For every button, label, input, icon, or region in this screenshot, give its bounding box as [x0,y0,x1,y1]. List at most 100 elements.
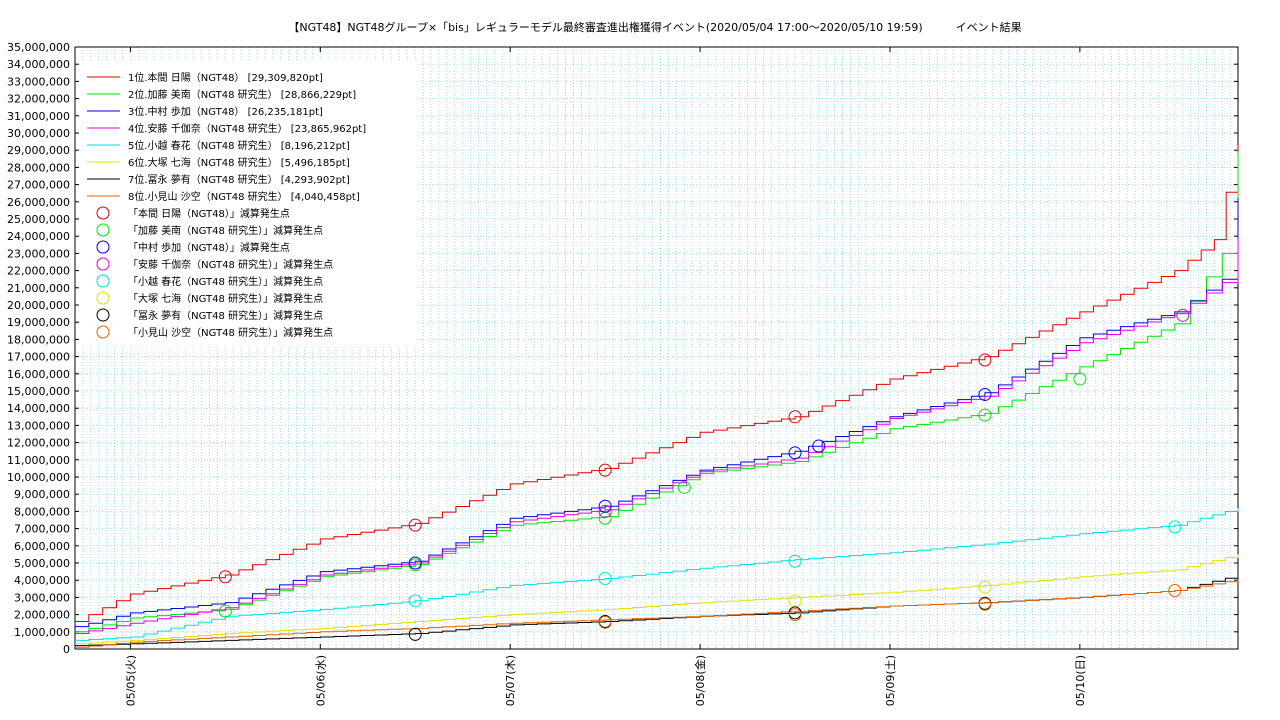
legend-label: 「中村 歩加（NGT48）」減算発生点 [128,241,290,254]
series-line-6 [75,554,1239,645]
y-tick-label: 17,000,000 [7,351,70,364]
y-tick-label: 8,000,000 [14,505,70,518]
y-tick-label: 19,000,000 [7,316,70,329]
y-tick-label: 20,000,000 [7,299,70,312]
drop-marker-2 [978,408,992,422]
y-tick-label: 27,000,000 [7,179,70,192]
y-tick-label: 16,000,000 [7,368,70,381]
x-tick-label: 05/07(木) [504,655,517,706]
drop-marker-3 [788,446,802,460]
legend-label: 「本間 日陽（NGT48）」減算発生点 [128,207,290,220]
legend-label: 2位.加藤 美南（NGT48 研究生） [28,866,229pt] [128,88,356,101]
grid [74,46,1238,650]
y-tick-label: 34,000,000 [7,58,70,71]
legend-swatch-marker [96,308,110,322]
drop-marker-5 [408,594,422,608]
drop-markers [218,308,1190,641]
legend-swatch-marker [96,240,110,254]
series-line-5 [75,508,1239,641]
drop-marker-1 [598,463,612,477]
y-tick-label: 3,000,000 [14,591,70,604]
drop-marker-8 [978,597,992,611]
y-tick-label: 6,000,000 [14,540,70,553]
y-tick-label: 28,000,000 [7,161,70,174]
y-tick-label: 30,000,000 [7,127,70,140]
y-tick-label: 0 [63,643,70,656]
legend-label: 3位.中村 歩加（NGT48） [26,235,181pt] [128,105,323,118]
y-tick-label: 13,000,000 [7,419,70,432]
y-tick-label: 24,000,000 [7,230,70,243]
axes: 0 1,000,000 2,000,000 3,000,000 4,000,000 5,0… [7,41,1239,706]
legend-swatch-marker [96,206,110,220]
drop-marker-1 [218,570,232,584]
legend-swatch-marker [96,257,110,271]
drop-marker-8 [1168,584,1182,598]
x-tick-label: 05/05(火) [124,655,137,706]
legend-label: 「小越 春花（NGT48 研究生）」減算発生点 [128,275,323,288]
legend-label: 6位.大塚 七海（NGT48 研究生） [5,496,185pt] [128,156,350,169]
y-tick-label: 5,000,000 [14,557,70,570]
y-tick-label: 18,000,000 [7,333,70,346]
y-tick-label: 21,000,000 [7,282,70,295]
y-tick-label: 1,000,000 [14,626,70,639]
drop-marker-4 [1176,308,1190,322]
y-tick-label: 35,000,000 [7,41,70,54]
chart-title: 【NGT48】NGT48グループ×「bis」レギュラーモデル最終審査進出権獲得イ… [288,20,1021,34]
series-line-1 [75,144,1239,622]
drop-marker-3 [812,439,826,453]
drop-marker-7 [408,627,422,641]
drop-marker-3 [598,499,612,513]
drop-marker-1 [788,410,802,424]
y-tick-label: 22,000,000 [7,265,70,278]
legend-label: 7位.冨永 夢有（NGT48 研究生） [4,293,902pt] [128,173,350,186]
x-tick-label: 05/08(金) [693,655,707,706]
series-lines [75,144,1239,648]
legend-label: 「安藤 千伽奈（NGT48 研究生）」減算発生点 [128,258,333,271]
y-tick-label: 2,000,000 [14,609,70,622]
drop-marker-1 [408,518,422,532]
drop-marker-2 [677,480,691,494]
legend-box [79,61,417,345]
y-tick-label: 14,000,000 [7,402,70,415]
y-tick-label: 10,000,000 [7,471,70,484]
drop-marker-4 [598,504,612,518]
drop-marker-5 [1168,520,1182,534]
y-tick-label: 26,000,000 [7,196,70,209]
x-tick-label: 05/06(水) [314,655,327,706]
y-tick-label: 4,000,000 [14,574,70,587]
legend-label: 1位.本間 日陽（NGT48） [29,309,820pt] [128,71,323,84]
plot-frame [74,46,1239,650]
legend-swatch-marker [96,274,110,288]
legend-swatch-marker [96,291,110,305]
drop-marker-8 [788,608,802,622]
legend-swatch-marker [96,223,110,237]
drop-marker-8 [598,615,612,629]
drop-marker-2 [218,604,232,618]
legend-label: 5位.小越 春花（NGT48 研究生） [8,196,212pt] [128,139,350,152]
y-tick-label: 7,000,000 [14,523,70,536]
drop-marker-1 [978,353,992,367]
legend-label: 「小見山 沙空（NGT48 研究生）」減算発生点 [128,326,333,339]
y-tick-label: 9,000,000 [14,488,70,501]
y-tick-label: 33,000,000 [7,75,70,88]
drop-marker-2 [1073,372,1087,386]
series-line-4 [75,238,1239,634]
legend-label: 8位.小見山 沙空（NGT48 研究生） [4,040,458pt] [128,190,360,203]
legend-label: 「大塚 七海（NGT48 研究生）」減算発生点 [128,292,323,305]
y-tick-label: 23,000,000 [7,247,70,260]
y-tick-label: 25,000,000 [7,213,70,226]
drop-marker-3 [978,387,992,401]
drop-marker-6 [978,580,992,594]
drop-marker-3 [408,556,422,570]
y-tick-label: 32,000,000 [7,93,70,106]
y-tick-label: 15,000,000 [7,385,70,398]
legend-swatch-marker [96,325,110,339]
y-tick-label: 11,000,000 [7,454,70,467]
series-line-2 [75,152,1239,633]
x-tick-label: 05/10(日) [1074,655,1087,706]
y-tick-label: 12,000,000 [7,437,70,450]
y-tick-label: 31,000,000 [7,110,70,123]
drop-marker-5 [788,554,802,568]
drop-marker-5 [598,571,612,585]
